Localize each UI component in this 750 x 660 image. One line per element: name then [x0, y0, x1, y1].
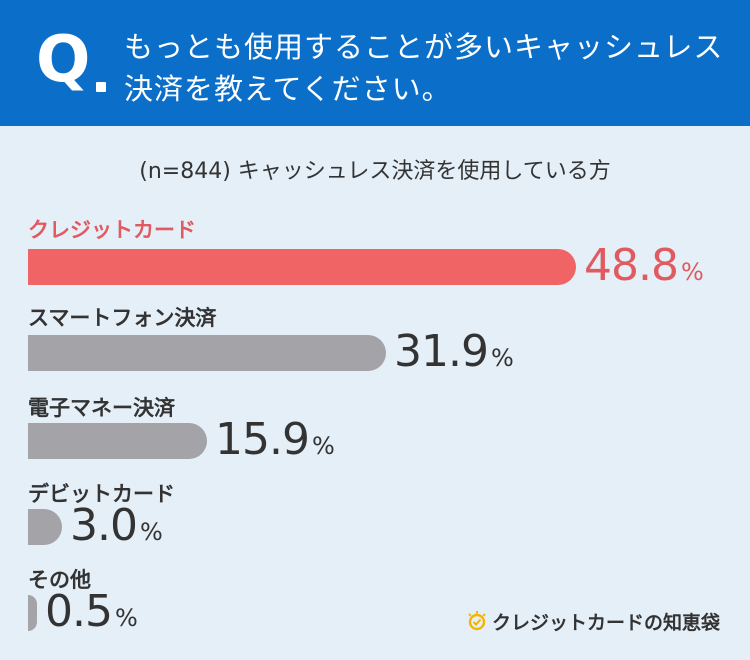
question-mark: Q — [36, 23, 91, 97]
value-label: 31.9% — [394, 327, 514, 386]
bar — [28, 335, 386, 371]
category-label: クレジットカード — [28, 218, 196, 242]
question-header: Q もっとも使用することが多いキャッシュレス 決済を教えてください。 — [0, 0, 750, 126]
brand-name: クレジットカードの知恵袋 — [492, 611, 721, 634]
value-label: 48.8% — [584, 241, 704, 300]
lightbulb-icon — [468, 611, 486, 631]
category-label: その他 — [28, 568, 91, 592]
value-number: 31.9 — [394, 326, 489, 377]
value-number: 15.9 — [215, 414, 310, 465]
value-unit: % — [311, 432, 335, 460]
value-unit: % — [114, 604, 138, 632]
category-label: スマートフォン決済 — [28, 306, 217, 330]
bar — [28, 595, 37, 631]
bar — [28, 423, 207, 459]
chart-subtitle: (n=844) キャッシュレス決済を使用している方 — [139, 159, 611, 184]
question-text-line2: 決済を教えてください。 — [124, 72, 452, 106]
bar — [28, 249, 576, 285]
bar — [28, 509, 62, 545]
question-text-line1: もっとも使用することが多いキャッシュレス — [124, 30, 724, 64]
value-unit: % — [139, 518, 163, 546]
value-label: 15.9% — [215, 415, 335, 474]
category-label: デビットカード — [28, 482, 175, 506]
value-number: 3.0 — [70, 500, 138, 551]
value-unit: % — [680, 258, 704, 286]
value-label: 3.0% — [70, 501, 163, 560]
question-mark-dot — [96, 82, 106, 92]
value-label: 0.5% — [45, 587, 138, 646]
value-number: 0.5 — [45, 586, 113, 637]
brand-logo: クレジットカードの知恵袋 — [466, 606, 720, 636]
category-label: 電子マネー決済 — [28, 396, 175, 420]
value-unit: % — [490, 344, 514, 372]
value-number: 48.8 — [584, 240, 679, 291]
question-text: もっとも使用することが多いキャッシュレス 決済を教えてください。 — [124, 26, 734, 110]
